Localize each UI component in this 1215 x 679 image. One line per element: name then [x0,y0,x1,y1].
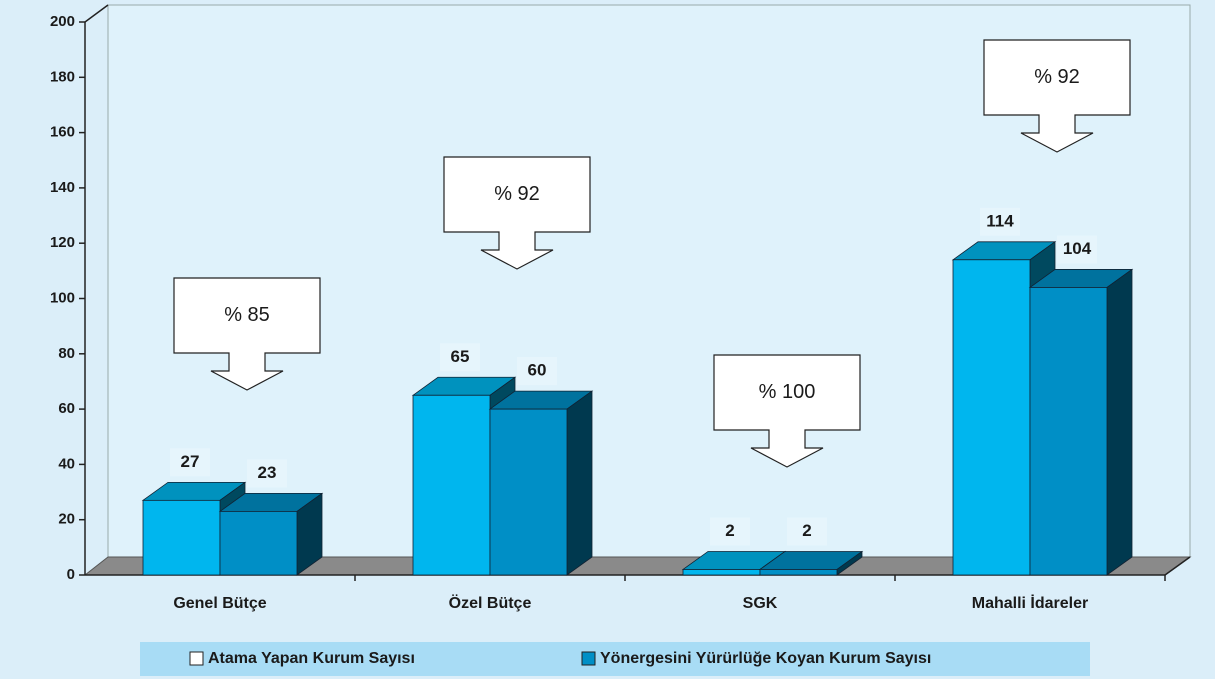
callout-label: % 100 [759,381,816,403]
value-label: 60 [528,361,547,380]
bar-side [566,390,593,576]
y-tick-label: 160 [50,124,75,141]
y-axis-depth [84,4,109,23]
value-label-bg [1057,235,1097,264]
x-axis-depth [1164,556,1191,576]
callout [173,277,321,391]
x-tick-label: SGK [743,595,778,612]
bar [488,390,594,576]
callout [983,39,1131,153]
value-label: 23 [258,463,277,482]
value-label: 65 [451,347,470,366]
bar-front [1029,287,1108,576]
x-tick-label: Özel Bütçe [449,593,532,612]
value-label-bg [517,357,557,386]
value-label-bg [787,517,827,546]
y-tick-label: 140 [50,179,75,196]
bar-front [952,259,1031,576]
callout-label: % 85 [224,304,270,326]
value-label: 114 [986,211,1014,230]
legend-label: Atama Yapan Kurum Sayısı [208,650,415,667]
value-label-bg [440,343,480,372]
y-tick-label: 60 [58,400,75,417]
value-label: 27 [181,452,200,471]
bar-front [759,569,838,576]
bar-side [1106,268,1133,576]
bar [758,550,864,576]
callout-label: % 92 [494,183,540,205]
bar-front [682,569,761,576]
y-tick-label: 80 [58,345,75,362]
bar [218,492,324,576]
bar-front [219,511,298,576]
callout [443,156,591,270]
value-label-bg [710,517,750,546]
legend-label: Yönergesini Yürürlüğe Koyan Kurum Sayısı [600,650,931,667]
bar [1028,268,1134,576]
bar-front [142,499,221,576]
value-label: 104 [1063,239,1092,258]
bar-front [489,408,568,576]
value-label-bg [247,459,287,488]
y-tick-label: 0 [67,566,75,583]
legend-swatch [189,651,204,666]
y-tick-label: 180 [50,68,75,85]
y-tick-label: 20 [58,511,75,528]
y-tick-label: 40 [58,455,75,472]
value-label: 2 [802,521,811,540]
legend-swatch [581,651,596,666]
bar-front [412,394,491,576]
y-tick-label: 200 [50,13,75,30]
value-label-bg [170,448,210,477]
value-label-bg [980,207,1020,236]
callout-label: % 92 [1034,66,1080,88]
value-label: 2 [725,521,734,540]
x-tick-label: Mahalli İdareler [972,594,1089,612]
x-tick-label: Genel Bütçe [173,595,266,612]
legend [140,642,1090,676]
y-tick-label: 120 [50,234,75,251]
callout [713,354,861,468]
y-tick-label: 100 [50,289,75,306]
